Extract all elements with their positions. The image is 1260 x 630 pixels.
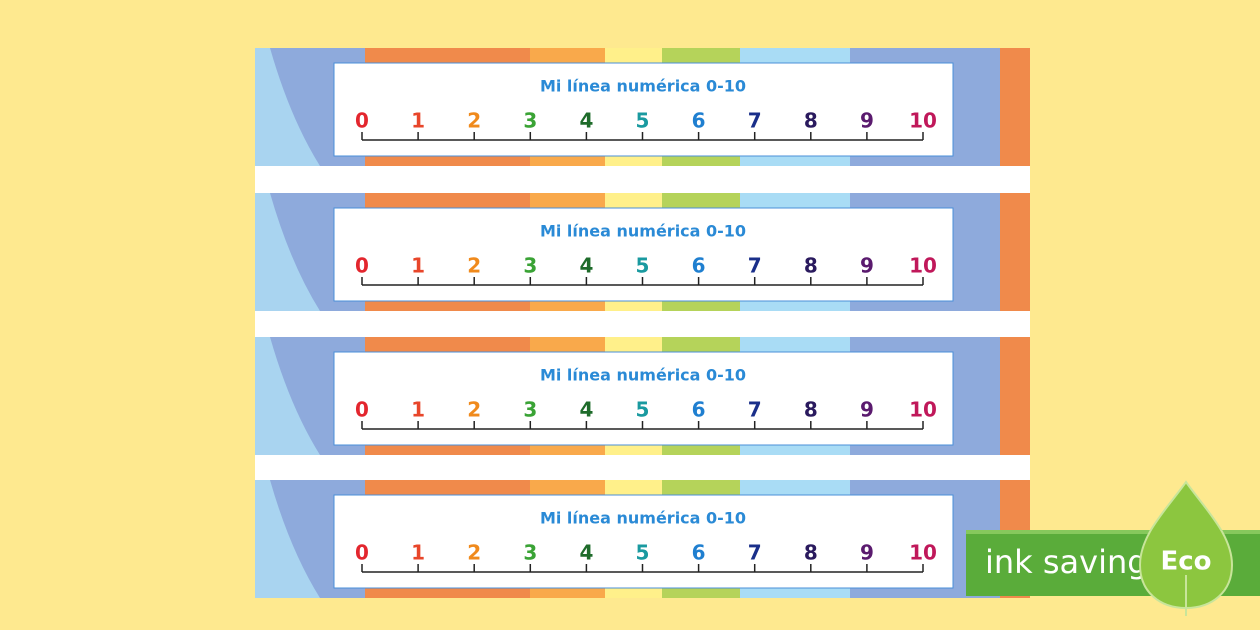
number-label: 5 [636, 541, 650, 565]
number-label: 9 [860, 541, 874, 565]
strip: Mi línea numérica 0-10 0 1 2 3 4 5 6 7 8 9 10 [255, 337, 1030, 455]
number-label: 4 [579, 109, 593, 133]
strip-title: Mi línea numérica 0-10 [540, 77, 746, 96]
number-label: 7 [748, 398, 762, 422]
number-label: 8 [804, 541, 818, 565]
number-label: 5 [636, 254, 650, 278]
band-wedge [255, 48, 320, 166]
number-label: 0 [355, 398, 369, 422]
color-band [1000, 337, 1030, 455]
strip: Mi línea numérica 0-10 0 1 2 3 4 5 6 7 8 9 10 [255, 480, 1030, 598]
badge-tag: Eco [1160, 547, 1211, 577]
number-label: 6 [692, 109, 706, 133]
number-label: 4 [579, 541, 593, 565]
badge-highlight [966, 530, 1260, 534]
band-wedge [255, 480, 320, 598]
number-label: 0 [355, 254, 369, 278]
number-label: 6 [692, 541, 706, 565]
number-label: 6 [692, 254, 706, 278]
color-band [1000, 48, 1030, 166]
number-label: 3 [523, 254, 537, 278]
number-label: 1 [411, 109, 425, 133]
number-label: 9 [860, 398, 874, 422]
color-band [1000, 193, 1030, 311]
number-label: 8 [804, 109, 818, 133]
number-label: 1 [411, 398, 425, 422]
number-label: 2 [467, 254, 481, 278]
number-label: 8 [804, 254, 818, 278]
number-label: 0 [355, 541, 369, 565]
number-label: 9 [860, 109, 874, 133]
badge-label: ink saving [985, 543, 1148, 581]
number-label: 3 [523, 541, 537, 565]
number-label: 4 [579, 254, 593, 278]
number-label: 9 [860, 254, 874, 278]
number-label: 10 [909, 541, 937, 565]
number-label: 6 [692, 398, 706, 422]
number-label: 0 [355, 109, 369, 133]
number-label: 2 [467, 398, 481, 422]
number-label: 7 [748, 254, 762, 278]
number-label: 4 [579, 398, 593, 422]
number-label: 3 [523, 398, 537, 422]
number-label: 1 [411, 254, 425, 278]
number-label: 10 [909, 398, 937, 422]
number-label: 10 [909, 254, 937, 278]
band-wedge [255, 193, 320, 311]
number-label: 8 [804, 398, 818, 422]
strip: Mi línea numérica 0-10 0 1 2 3 4 5 6 7 8 9 10 [255, 193, 1030, 311]
number-label: 3 [523, 109, 537, 133]
number-label: 1 [411, 541, 425, 565]
eco-badge: ink saving Eco [966, 480, 1260, 616]
number-label: 10 [909, 109, 937, 133]
strip: Mi línea numérica 0-10 0 1 2 3 4 5 6 7 8 9 10 [255, 48, 1030, 166]
number-label: 7 [748, 109, 762, 133]
strip-title: Mi línea numérica 0-10 [540, 366, 746, 385]
number-label: 2 [467, 541, 481, 565]
strip-title: Mi línea numérica 0-10 [540, 222, 746, 241]
number-label: 7 [748, 541, 762, 565]
number-label: 5 [636, 109, 650, 133]
band-wedge [255, 337, 320, 455]
number-label: 2 [467, 109, 481, 133]
number-label: 5 [636, 398, 650, 422]
strip-title: Mi línea numérica 0-10 [540, 509, 746, 528]
